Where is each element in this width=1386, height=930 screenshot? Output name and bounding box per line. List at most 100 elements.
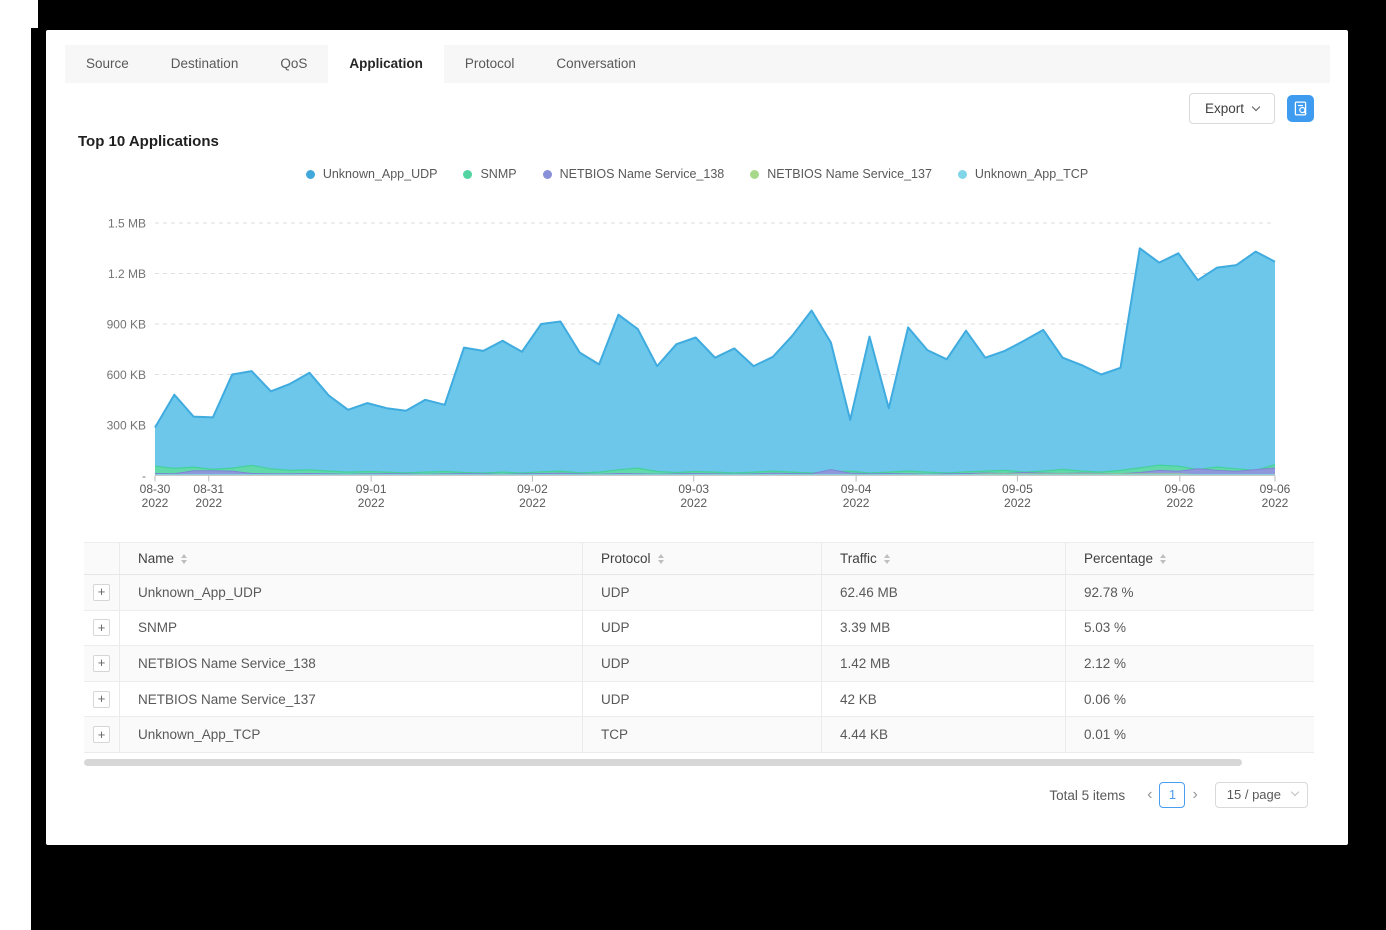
table-body: + Unknown_App_UDP UDP 62.46 MB 92.78 % + SNMP U… [84, 575, 1314, 753]
sort-descending-icon [657, 559, 664, 564]
cell-protocol: UDP [583, 681, 822, 717]
x-axis-label: 09-02 [517, 482, 548, 496]
tab-destination[interactable]: Destination [170, 56, 239, 71]
cell-traffic: 1.42 MB [822, 646, 1066, 681]
export-button-label: Export [1204, 101, 1244, 116]
x-axis-label-year: 2022 [1166, 496, 1193, 510]
page-size-select[interactable]: 15 / page [1214, 782, 1308, 808]
legend-label: Unknown_App_TCP [974, 167, 1089, 181]
chevron-left-icon[interactable]: ‹ [1147, 786, 1153, 803]
cell-traffic: 4.44 KB [822, 717, 1066, 752]
toolbar: Export [1188, 93, 1314, 124]
sort-icon[interactable] [1160, 553, 1167, 564]
x-axis-label-year: 2022 [1262, 496, 1289, 510]
x-axis-label: 08-30 [140, 482, 171, 496]
column-header-name[interactable]: Name [120, 543, 583, 574]
tab-bar: Source Destination QoS Application Protocol C… [65, 45, 1330, 83]
cell-protocol: UDP [583, 575, 822, 610]
legend-item-netbios-name-service-137[interactable]: NETBIOS Name Service_137 [750, 167, 932, 181]
table-row: + Unknown_App_UDP UDP 62.46 MB 92.78 % [84, 575, 1314, 611]
expand-row-button[interactable]: + [93, 583, 110, 601]
x-axis-label: 09-01 [356, 482, 387, 496]
page-size-label: 15 / page [1226, 787, 1281, 802]
statistics-panel: Source Destination QoS Application Protocol C… [46, 30, 1348, 845]
tab-qos[interactable]: QoS [280, 56, 308, 71]
legend-item-snmp[interactable]: SNMP [463, 167, 517, 181]
column-header-percentage[interactable]: Percentage [1066, 543, 1314, 574]
x-axis-label: 08-31 [193, 482, 224, 496]
cell-traffic: 3.39 MB [822, 610, 1066, 646]
tab-protocol[interactable]: Protocol [464, 56, 515, 71]
cell-name: Unknown_App_UDP [120, 575, 583, 610]
horizontal-scrollbar-track [84, 759, 1314, 766]
cell-percentage: 2.12 % [1084, 655, 1127, 671]
black-frame-left [31, 28, 39, 930]
legend-item-netbios-name-service-138[interactable]: NETBIOS Name Service_138 [542, 167, 724, 181]
column-header-label: Traffic [840, 551, 877, 566]
cell-percentage: 5.03 % [1084, 620, 1127, 636]
series-line-unknown-app-udp [154, 247, 1276, 429]
column-header-traffic[interactable]: Traffic [822, 543, 1066, 574]
tab-application[interactable]: Application [328, 45, 444, 83]
cell-name: Unknown_App_TCP [120, 717, 583, 752]
cell-traffic: 42 KB [822, 681, 1066, 717]
sort-icon[interactable] [883, 553, 890, 564]
tab-source[interactable]: Source [86, 56, 129, 71]
applications-table: Name Protocol Traffic Percentage + Unknown_A… [84, 542, 1314, 753]
expand-cell: + [84, 681, 120, 717]
expand-row-button[interactable]: + [93, 726, 110, 744]
y-axis-label: 300 KB [107, 419, 146, 433]
cell-traffic: 62.46 MB [822, 575, 1066, 610]
legend-label: NETBIOS Name Service_137 [767, 167, 932, 181]
horizontal-scrollbar-thumb[interactable] [84, 759, 1242, 766]
expand-row-button[interactable]: + [93, 619, 110, 637]
legend-dot-icon [957, 169, 967, 179]
column-header-protocol[interactable]: Protocol [583, 543, 822, 574]
sort-icon[interactable] [181, 553, 188, 564]
table-row: + SNMP UDP 3.39 MB 5.03 % [84, 610, 1314, 647]
document-search-icon [1292, 100, 1309, 117]
pagination-page-1[interactable]: 1 [1159, 782, 1186, 808]
tab-conversation[interactable]: Conversation [556, 56, 636, 71]
expand-cell: + [84, 717, 120, 752]
cell-name: NETBIOS Name Service_137 [120, 681, 583, 717]
sort-ascending-icon [657, 553, 664, 558]
y-axis-label: 1.2 MB [108, 267, 146, 281]
report-preview-button[interactable] [1287, 95, 1314, 122]
x-axis-label-year: 2022 [1004, 496, 1031, 510]
chevron-down-icon [1251, 102, 1261, 112]
x-axis-label-year: 2022 [519, 496, 546, 510]
legend-item-unknown-app-udp[interactable]: Unknown_App_UDP [305, 167, 438, 181]
legend-item-unknown-app-tcp[interactable]: Unknown_App_TCP [957, 167, 1089, 181]
expand-cell: + [84, 646, 120, 681]
table-row: + Unknown_App_TCP TCP 4.44 KB 0.01 % [84, 717, 1314, 753]
area-chart[interactable]: 1.5 MB 1.2 MB 900 KB 600 KB 300 KB -08-30 2022… [86, 210, 1326, 520]
legend-label: Unknown_App_UDP [322, 167, 438, 181]
cell-name: SNMP [120, 610, 583, 646]
expand-cell: + [84, 575, 120, 610]
series-line-snmp [154, 464, 1276, 474]
export-button[interactable]: Export [1188, 93, 1275, 124]
cell-protocol: UDP [583, 646, 822, 681]
x-axis-label-year: 2022 [843, 496, 870, 510]
chevron-right-icon[interactable]: › [1192, 786, 1198, 803]
x-axis-label-year: 2022 [142, 496, 169, 510]
column-header-label: Name [138, 551, 175, 566]
table-row: + NETBIOS Name Service_137 UDP 42 KB 0.06 % [84, 681, 1314, 718]
table-row: + NETBIOS Name Service_138 UDP 1.42 MB 2.12 … [84, 646, 1314, 682]
legend-dot-icon [542, 169, 552, 179]
expand-row-button[interactable]: + [93, 654, 110, 672]
y-axis-label: 600 KB [107, 368, 146, 382]
y-axis-label: - [142, 469, 146, 483]
sort-icon[interactable] [657, 553, 664, 564]
sort-descending-icon [1160, 559, 1167, 564]
expand-row-button[interactable]: + [93, 690, 110, 708]
y-axis-label: 1.5 MB [108, 217, 146, 231]
legend-dot-icon [305, 169, 315, 179]
legend-dot-icon [463, 169, 473, 179]
x-axis-label: 09-06 [1164, 482, 1195, 496]
cell-percentage: 0.06 % [1084, 691, 1127, 707]
pagination: Total 5 items ‹ 1 › 15 / page [1049, 781, 1308, 809]
x-axis-label: 09-04 [841, 482, 872, 496]
